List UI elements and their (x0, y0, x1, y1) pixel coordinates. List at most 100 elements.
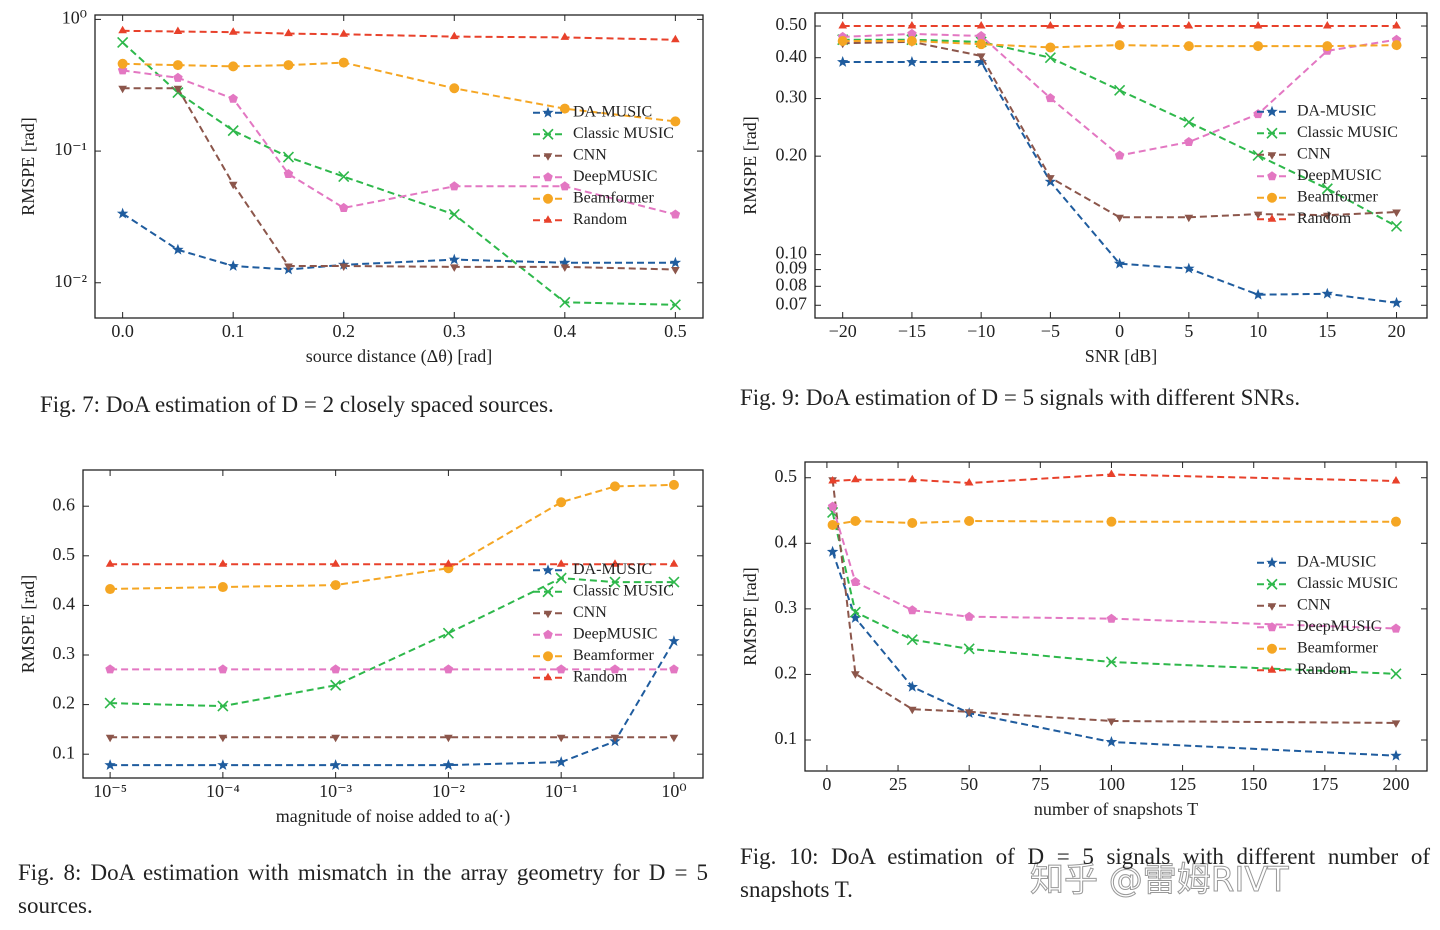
data-point (331, 734, 340, 743)
data-point (1253, 109, 1263, 119)
y-tick-label: 0.40 (776, 46, 808, 66)
data-point (1114, 84, 1126, 96)
data-point (1184, 214, 1194, 223)
data-point (1105, 656, 1118, 668)
data-point (228, 181, 238, 190)
data-point (669, 559, 679, 567)
data-point (1392, 209, 1401, 217)
y-axis-label: RMSPE [rad] (18, 575, 38, 674)
data-point (975, 56, 987, 67)
x-tick-label: 0.3 (443, 321, 466, 341)
data-point (559, 103, 570, 114)
legend-label: DA-MUSIC (1297, 102, 1376, 119)
y-tick-label: 0.4 (53, 594, 76, 614)
data-point (837, 35, 848, 46)
legend-label: DA-MUSIC (573, 561, 652, 578)
legend-label: Beamformer (1297, 188, 1379, 205)
data-point (1115, 21, 1124, 29)
data-point (669, 299, 681, 311)
y-tick-label: 0.07 (776, 293, 808, 313)
data-point (173, 72, 183, 82)
data-point (964, 478, 974, 486)
x-axis-label: number of snapshots T (1034, 799, 1198, 819)
y-tick-label: 10⁰ (62, 8, 87, 28)
data-point (907, 605, 917, 615)
x-tick-label: 10⁻⁵ (93, 781, 127, 801)
data-point (444, 734, 453, 743)
series-line (831, 512, 1397, 675)
data-point (283, 169, 294, 178)
data-point (1390, 220, 1403, 232)
caption: Fig. 9: DoA estimation of D = 5 signals … (740, 385, 1301, 410)
data-point (668, 635, 680, 646)
legend-marker (543, 610, 553, 619)
data-point (1183, 116, 1195, 128)
data-point (104, 697, 116, 709)
x-tick-label: 10⁻² (432, 781, 465, 801)
data-point (117, 58, 128, 69)
data-point (217, 582, 228, 593)
data-point (1390, 749, 1402, 761)
y-tick-label: 0.5 (53, 544, 76, 564)
x-tick-label: −20 (829, 321, 857, 341)
legend-marker (543, 651, 553, 662)
legend-label: Beamformer (573, 647, 655, 664)
data-point (1321, 287, 1333, 299)
data-point (1392, 21, 1401, 29)
y-tick-label: 0.30 (776, 87, 808, 107)
legend-label: Random (573, 668, 628, 685)
data-point (172, 60, 183, 71)
data-point (284, 28, 293, 37)
data-point (849, 606, 861, 618)
x-tick-label: 5 (1184, 321, 1193, 341)
data-point (228, 27, 238, 35)
series-line (122, 61, 676, 123)
legend-label: Random (573, 211, 628, 228)
data-point (1252, 288, 1264, 300)
data-point (282, 151, 295, 163)
y-axis-label: RMSPE [rad] (18, 117, 38, 216)
legend-marker (543, 153, 553, 161)
data-point (1106, 613, 1117, 623)
legend-marker (1267, 192, 1277, 203)
x-tick-label: 0.2 (332, 321, 355, 341)
data-point (555, 572, 567, 584)
y-tick-label: 0.3 (53, 643, 76, 663)
data-point (218, 559, 228, 567)
x-tick-label: −15 (898, 321, 926, 341)
y-tick-label: 10⁻¹ (54, 139, 87, 159)
data-point (173, 85, 183, 94)
x-tick-label: 15 (1318, 321, 1336, 341)
plot-frame (94, 14, 704, 319)
data-point (826, 545, 839, 557)
data-point (964, 611, 974, 621)
legend-marker (543, 672, 553, 681)
data-point (669, 256, 682, 268)
data-point (1253, 21, 1263, 29)
data-point (976, 53, 986, 61)
legend-label: CNN (573, 604, 607, 621)
series-line (122, 87, 676, 271)
data-point (610, 734, 620, 743)
data-point (1253, 211, 1263, 220)
data-point (669, 664, 679, 674)
data-point (118, 25, 127, 34)
series-line (122, 29, 676, 41)
series-line (831, 479, 1397, 724)
data-point (329, 759, 342, 770)
data-point (610, 664, 620, 674)
legend-label: DA-MUSIC (573, 103, 652, 120)
legend-marker (542, 564, 554, 576)
data-point (556, 559, 566, 567)
legend-marker (542, 586, 554, 598)
x-tick-label: 10 (1249, 321, 1267, 341)
x-axis-label: source distance (Δθ) [rad] (306, 346, 493, 367)
x-tick-label: 0.1 (222, 321, 245, 341)
data-point (448, 253, 460, 265)
plot-frame (82, 469, 704, 779)
legend-label: DeepMUSIC (1297, 618, 1381, 635)
x-tick-label: 75 (1031, 774, 1049, 794)
watermark: 知乎 @雷姆RIVT (1030, 860, 1289, 901)
